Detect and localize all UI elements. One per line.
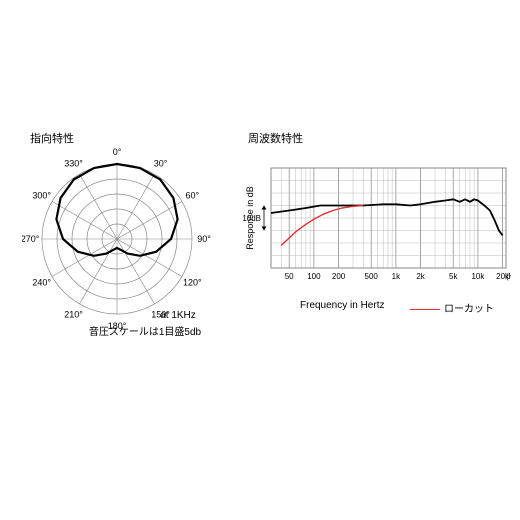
svg-text:2k: 2k [416, 272, 425, 281]
svg-text:10k: 10k [471, 272, 485, 281]
polar-note-freq: at 1KHz [138, 310, 218, 321]
svg-text:100: 100 [307, 272, 321, 281]
svg-text:210°: 210° [64, 309, 83, 319]
svg-text:330°: 330° [64, 159, 83, 169]
lowcut-legend: ローカット [410, 300, 494, 315]
svg-text:200: 200 [332, 272, 346, 281]
svg-text:50: 50 [285, 272, 294, 281]
svg-text:10dB: 10dB [243, 214, 261, 223]
polar-chart: 0°30°60°90°120°150°180°210°240°270°300°3… [22, 144, 212, 334]
svg-text:300°: 300° [32, 191, 51, 201]
svg-text:240°: 240° [32, 278, 51, 288]
svg-text:120°: 120° [183, 278, 202, 288]
svg-text:1k: 1k [392, 272, 401, 281]
lowcut-legend-line [410, 309, 440, 310]
freq-xlabel: Frequency in Hertz [300, 300, 384, 311]
lowcut-legend-label: ローカット [444, 304, 494, 315]
svg-text:5k: 5k [449, 272, 458, 281]
svg-text:30°: 30° [154, 159, 168, 169]
freq-chart: 501002005001k2k5k10k20k(Hz)Response in d… [243, 160, 511, 315]
svg-text:500: 500 [365, 272, 379, 281]
svg-text:60°: 60° [186, 191, 200, 201]
svg-text:90°: 90° [197, 234, 211, 244]
polar-note-scale: 音圧スケールは1目盛5db [60, 323, 230, 338]
svg-text:(Hz): (Hz) [506, 272, 511, 281]
svg-text:0°: 0° [113, 147, 122, 157]
freq-title: 周波数特性 [248, 130, 303, 146]
svg-text:270°: 270° [22, 234, 40, 244]
